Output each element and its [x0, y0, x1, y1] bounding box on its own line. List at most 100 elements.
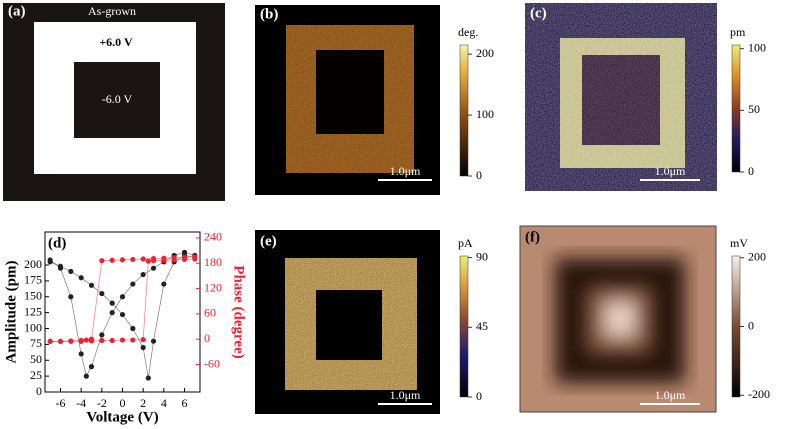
x-tick-label: 0 [120, 396, 126, 410]
series-line [50, 258, 195, 342]
data-point [78, 337, 84, 344]
data-point [88, 364, 95, 370]
data-point [68, 268, 74, 274]
scale-bar-label: 1.0μm [390, 164, 421, 178]
colorbar-tick-label: 90 [476, 249, 488, 263]
data-point [150, 338, 157, 344]
map-e [255, 230, 440, 414]
data-point [150, 265, 157, 271]
y-tick-label: 75 [30, 336, 42, 350]
y2-tick-label: 0 [204, 331, 210, 345]
colorbar-tick-label: 0 [748, 318, 754, 332]
colorbar-tick-label: -200 [748, 387, 770, 401]
colorbar-tick-label: 0 [748, 164, 754, 178]
panel-a: (a) As-grown +6.0 V -6.0 V [3, 3, 225, 201]
colorbar-unit: mV [730, 236, 748, 250]
data-point [145, 375, 151, 381]
y-tick-label: 125 [24, 304, 42, 318]
data-point [150, 255, 157, 262]
y-tick-label: 0 [36, 384, 42, 398]
data-point [119, 311, 126, 318]
colorbar-tick-label: 45 [476, 319, 488, 333]
inner-voltage: -6.0 V [102, 92, 133, 106]
data-point [109, 337, 115, 344]
colorbar-unit: deg. [458, 25, 478, 39]
data-point [119, 257, 126, 263]
data-point [130, 281, 136, 287]
square-center [316, 290, 382, 360]
series-line [49, 251, 195, 378]
x-tick-label: -4 [76, 396, 86, 410]
data-point [99, 332, 105, 338]
y-tick-label: 200 [24, 257, 42, 271]
data-point [161, 281, 167, 287]
x-tick-label: 6 [182, 396, 188, 410]
y2-tick-label: 240 [204, 230, 222, 244]
data-point [109, 257, 115, 263]
series-line [50, 255, 195, 379]
map-f [519, 225, 717, 413]
data-point [130, 337, 136, 343]
data-point [181, 254, 188, 260]
colorbar-unit: pA [458, 236, 473, 250]
colorbar-tick-label: 0 [476, 389, 482, 403]
data-point [130, 256, 136, 263]
y-axis-label: Amplitude (pm) [3, 261, 19, 364]
y2-axis-label: Phase (degree) [231, 265, 247, 358]
black-square [74, 62, 160, 138]
y-tick-label: 50 [30, 352, 42, 366]
x-tick-label: -2 [97, 396, 107, 410]
y2-tick-label: 60 [204, 306, 216, 320]
data-point [83, 337, 89, 343]
x-tick-label: 2 [140, 396, 146, 410]
data-point [145, 258, 151, 264]
colorbar-tick-label: 100 [476, 107, 494, 121]
square-center [582, 55, 660, 145]
colorbar [459, 255, 469, 398]
data-point [109, 310, 115, 316]
panel-label: (f) [525, 229, 540, 245]
x-tick-label: -6 [56, 396, 66, 410]
colorbar [731, 255, 741, 398]
data-point [68, 294, 74, 300]
series-line [50, 256, 195, 342]
data-point [140, 271, 146, 278]
panel-label: (c) [530, 5, 547, 21]
data-point [140, 344, 146, 351]
colorbar [731, 44, 741, 173]
data-point [57, 265, 64, 271]
data-point [119, 294, 126, 300]
as-grown: As-grown [88, 4, 136, 18]
colorbar-tick-label: 200 [476, 46, 494, 60]
data-point [47, 257, 53, 263]
map-border [519, 225, 717, 413]
data-point [68, 338, 74, 344]
data-point [140, 256, 146, 262]
scale-bar-label: 1.0μm [655, 164, 686, 178]
colorbar-tick-label: 0 [476, 168, 482, 182]
data-point [119, 337, 126, 343]
data-point [57, 338, 64, 344]
panel-label: (a) [8, 3, 26, 19]
colorbar [459, 44, 469, 177]
panel-label: (b) [260, 6, 278, 22]
panel-label: (d) [48, 235, 66, 251]
data-point [99, 290, 105, 297]
colorbar-tick-label: 200 [748, 249, 766, 263]
colorbar-unit: pm [730, 25, 746, 39]
data-point [99, 258, 105, 264]
x-axis-label: Voltage (V) [86, 409, 158, 425]
data-point [109, 300, 115, 306]
data-point [88, 336, 95, 342]
y-tick-label: 25 [30, 368, 42, 382]
data-point [78, 351, 84, 357]
x-tick-label: 4 [161, 396, 167, 410]
map-b [255, 5, 440, 195]
data-point [192, 254, 198, 260]
data-point [130, 325, 136, 332]
data-point [88, 282, 95, 288]
y-tick-label: 150 [24, 289, 42, 303]
data-point [171, 255, 177, 261]
outer-voltage: +6.0 V [99, 35, 133, 49]
